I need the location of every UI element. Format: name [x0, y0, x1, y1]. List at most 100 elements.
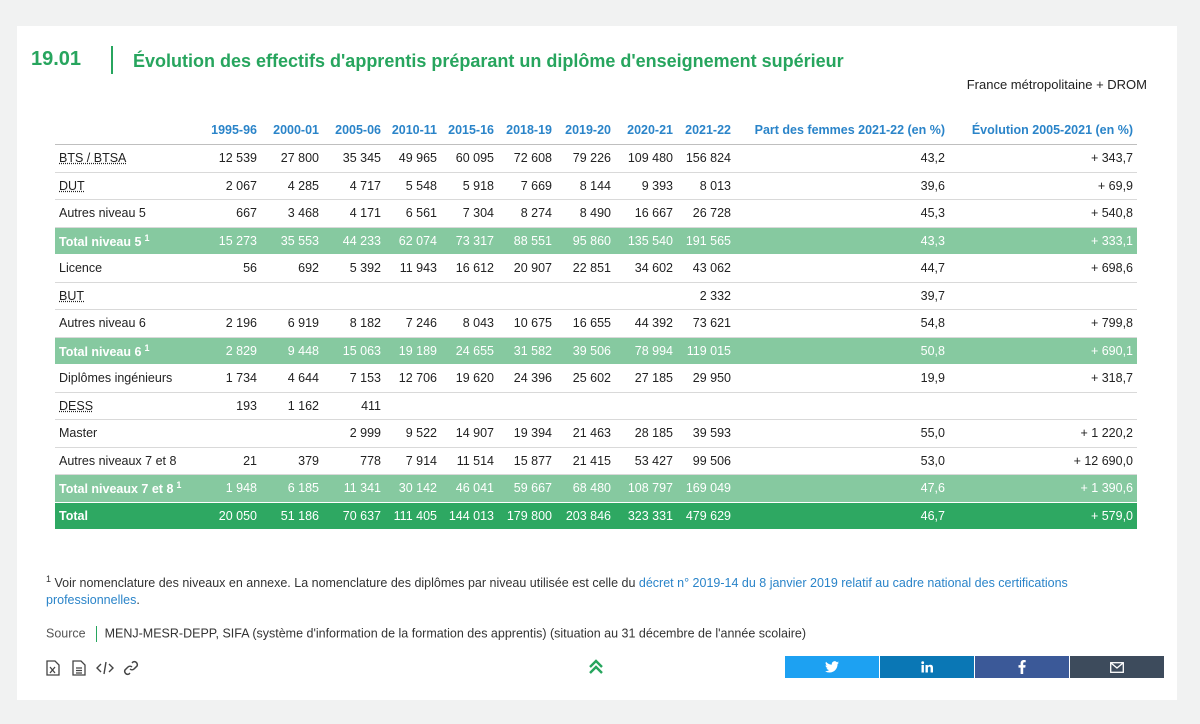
table-cell: 8 274	[498, 199, 556, 228]
table-cell: 14 907	[441, 419, 498, 448]
table-row: DUT 2 067 4 285 4 717 5 548 5 918 7 669 8 144 9 …	[55, 172, 1137, 200]
row-label-text: Master	[59, 426, 98, 441]
table-cell: 2 829	[207, 337, 261, 365]
table-cell: 9 448	[261, 337, 323, 365]
table-cell: 99 506	[677, 447, 735, 475]
table-cell: 15 063	[323, 337, 385, 365]
email-share-button[interactable]	[1070, 656, 1164, 678]
table-cell: 323 331	[615, 502, 677, 529]
table-cell: 6 561	[385, 199, 441, 228]
row-label: BTS / BTSA	[55, 144, 207, 173]
column-header: 2020-21	[627, 123, 673, 137]
table-cell: 16 655	[556, 309, 615, 338]
row-label-text: Diplômes ingénieurs	[59, 371, 173, 386]
table-cell: 12 706	[385, 364, 441, 393]
column-header: Évolution 2005-2021 (en %)	[971, 123, 1133, 137]
row-label-text: Total niveaux 7 et 8	[59, 482, 174, 497]
source-label: Source	[46, 626, 86, 641]
row-label: Autres niveau 6	[55, 309, 207, 338]
table-cell: 88 551	[498, 227, 556, 255]
row-label-text: Autres niveaux 7 et 8	[59, 453, 177, 468]
table-cell: 1 734	[207, 364, 261, 393]
footnote-ref: 1	[144, 232, 150, 243]
table-cell: 39 593	[677, 419, 735, 448]
table-cell: 109 480	[615, 144, 677, 173]
table-cell: 2 999	[323, 419, 385, 448]
table-row: BUT 2 332 39,7	[55, 282, 1137, 310]
table-cell: 44 233	[323, 227, 385, 255]
row-label-text: Total	[59, 508, 88, 523]
table-cell: 4 717	[323, 172, 385, 200]
share-bar	[785, 656, 1164, 678]
facebook-share-button[interactable]	[975, 656, 1069, 678]
table-cell: 56	[207, 254, 261, 283]
document-icon[interactable]	[70, 659, 88, 677]
table-row: Licence 56 692 5 392 11 943 16 612 20 907 22 85…	[55, 254, 1137, 283]
table-cell	[261, 282, 323, 310]
table-row: Total niveau 5 1 15 273 35 553 44 233 62 074 7…	[55, 227, 1137, 255]
column-header: 2019-20	[565, 123, 611, 137]
table-cell: 4 644	[261, 364, 323, 393]
row-label-text[interactable]: BUT	[59, 288, 84, 303]
table-cell: 379	[261, 447, 323, 475]
table-cell: 8 490	[556, 199, 615, 228]
row-label-text: Autres niveau 6	[59, 316, 146, 331]
column-header: 2005-06	[335, 123, 381, 137]
chevron-double-up-icon[interactable]	[587, 658, 607, 678]
table-cell: 119 015	[677, 337, 735, 365]
code-icon[interactable]	[96, 659, 114, 677]
table-cell	[677, 392, 735, 420]
table-cell: 30 142	[385, 474, 441, 503]
table-cell: 16 667	[615, 199, 677, 228]
link-icon[interactable]	[122, 659, 140, 677]
table-cell: 95 860	[556, 227, 615, 255]
table-cell: 4 171	[323, 199, 385, 228]
table-cell: + 1 220,2	[949, 419, 1137, 448]
table-cell: 1 162	[261, 392, 323, 420]
table-cell: 111 405	[385, 502, 441, 529]
row-label-text[interactable]: BTS / BTSA	[59, 151, 127, 166]
table-cell: 44 392	[615, 309, 677, 338]
figure-card: 19.01 Évolution des effectifs d'apprenti…	[17, 26, 1177, 700]
table-cell: 6 919	[261, 309, 323, 338]
table-row: Autres niveaux 7 et 8 21 379 778 7 914 11 514…	[55, 447, 1137, 475]
table-cell: 5 548	[385, 172, 441, 200]
data-table: 1995-96 2000-01 2005-06 2010-11 2015-16 2018-…	[55, 116, 1137, 529]
table-cell: 11 341	[323, 474, 385, 503]
row-label-text[interactable]: DESS	[59, 398, 94, 413]
twitter-share-button[interactable]	[785, 656, 879, 678]
table-cell: 193	[207, 392, 261, 420]
table-cell: 20 050	[207, 502, 261, 529]
geographic-scope: France métropolitaine + DROM	[966, 77, 1147, 92]
table-cell	[556, 392, 615, 420]
table-cell: 70 637	[323, 502, 385, 529]
table-cell: 27 185	[615, 364, 677, 393]
row-label-text[interactable]: DUT	[59, 178, 85, 193]
figure-header: 19.01 Évolution des effectifs d'apprenti…	[31, 46, 1147, 76]
table-cell: 43 062	[677, 254, 735, 283]
table-cell: 79 226	[556, 144, 615, 173]
table-cell: 2 067	[207, 172, 261, 200]
table-row: DESS 193 1 162 411	[55, 392, 1137, 420]
table-cell: 479 629	[677, 502, 735, 529]
excel-icon[interactable]	[44, 659, 62, 677]
linkedin-share-button[interactable]	[880, 656, 974, 678]
table-cell: 203 846	[556, 502, 615, 529]
table-cell: 16 612	[441, 254, 498, 283]
table-cell	[498, 282, 556, 310]
row-label-text: Autres niveau 5	[59, 206, 146, 221]
table-cell: 21 463	[556, 419, 615, 448]
footnote-end: .	[136, 593, 140, 608]
table-cell: 35 345	[323, 144, 385, 173]
decree-link[interactable]: décret n° 2019-14 du 8 janvier 2019 rela…	[46, 576, 1068, 608]
table-cell: 49 965	[385, 144, 441, 173]
table-cell: 29 950	[677, 364, 735, 393]
table-cell: + 69,9	[949, 172, 1137, 200]
table-cell	[735, 392, 949, 420]
row-label: Autres niveaux 7 et 8	[55, 447, 207, 475]
table-cell: 108 797	[615, 474, 677, 503]
table-cell: 21 415	[556, 447, 615, 475]
